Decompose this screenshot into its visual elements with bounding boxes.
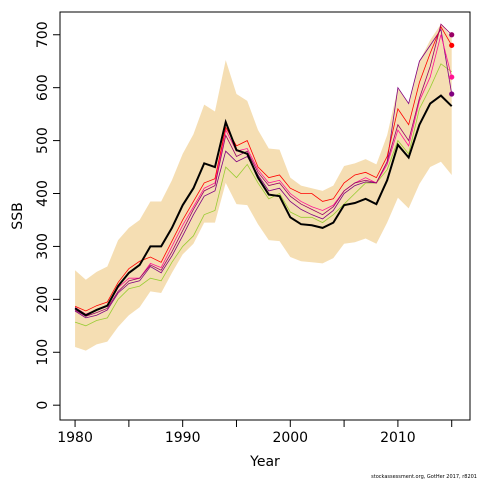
- y-tick-label: 100: [35, 339, 51, 366]
- series-line: [74, 63, 452, 327]
- x-tick-label: 2000: [272, 430, 308, 446]
- y-tick-label: 0: [35, 401, 51, 410]
- series-line: [74, 25, 453, 312]
- x-tick-label: 2010: [380, 430, 416, 446]
- y-tick-label: 500: [35, 127, 51, 154]
- end-point: [449, 74, 455, 80]
- x-axis-label: Year: [249, 454, 280, 470]
- y-tick-label: 600: [35, 74, 51, 101]
- y-tick-label: 700: [35, 21, 51, 48]
- y-tick-label: 200: [35, 286, 51, 313]
- x-tick-label: 1980: [57, 430, 93, 446]
- series-line: [74, 23, 452, 317]
- series-line: [74, 94, 453, 317]
- x-tick-label: 1990: [165, 430, 201, 446]
- y-tick-label: 400: [35, 180, 51, 207]
- end-point: [449, 42, 455, 48]
- y-tick-label: 300: [35, 233, 51, 260]
- end-point: [449, 32, 455, 38]
- end-point: [449, 91, 455, 97]
- y-axis-label: SSB: [10, 202, 26, 229]
- series-line: [74, 34, 453, 315]
- footnote: stockassessment.org, GotHer 2017, r8201: [371, 474, 477, 480]
